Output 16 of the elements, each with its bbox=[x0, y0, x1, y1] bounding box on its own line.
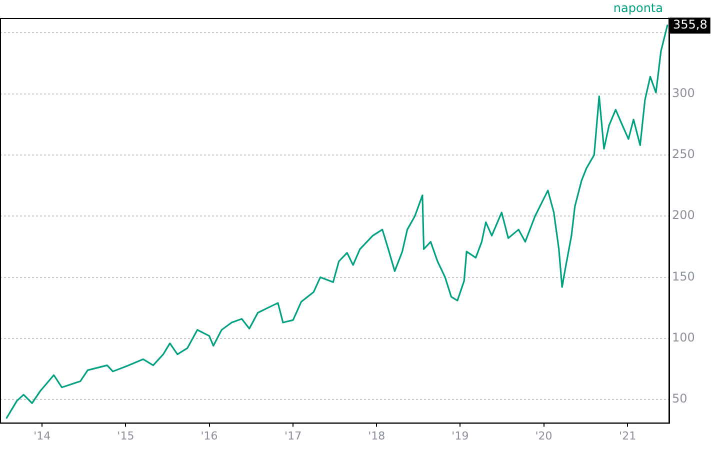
y-tick-label: 150 bbox=[672, 269, 695, 284]
x-tick-label: '15 bbox=[117, 429, 134, 442]
annotation: 355,8 bbox=[673, 18, 708, 32]
y-tick-label: 250 bbox=[672, 147, 695, 162]
y-tick-label: 50 bbox=[672, 392, 688, 406]
x-tick-label: '21 bbox=[619, 429, 636, 442]
y-tick-label: 100 bbox=[672, 330, 695, 345]
text: naponta bbox=[613, 1, 663, 16]
x-tick-label: '17 bbox=[284, 429, 302, 442]
y-tick-label: 300 bbox=[672, 86, 695, 100]
x-tick-label: '20 bbox=[535, 429, 552, 442]
y-tick-label: 200 bbox=[672, 208, 695, 222]
x-tick-label: '16 bbox=[200, 429, 218, 442]
x-tick-label: '14 bbox=[34, 429, 51, 442]
x-tick-label: '19 bbox=[452, 429, 469, 442]
x-tick-label: '18 bbox=[368, 429, 386, 442]
